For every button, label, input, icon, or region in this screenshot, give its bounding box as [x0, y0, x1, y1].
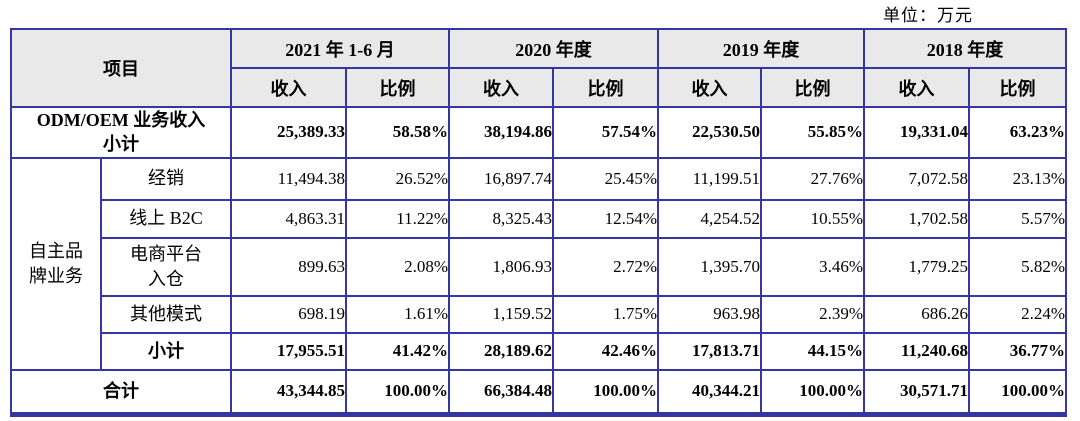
platform-warehouse-ratio-2019: 3.46%: [760, 236, 865, 297]
odm-ratio-2018: 63.23%: [968, 106, 1067, 159]
revenue-breakdown-table: 项目 2021 年 1-6 月 2020 年度 2019 年度 2018 年度 …: [10, 28, 1067, 418]
online-b2c-revenue-2018: 1,702.58: [863, 198, 970, 239]
platform-warehouse-revenue-2019: 1,395.70: [657, 236, 762, 297]
distribution-revenue-2021h1: 11,494.38: [230, 156, 347, 201]
revenue-header-2019: 收入: [657, 67, 762, 108]
grand-total-label: 合计: [10, 368, 232, 416]
other-modes-revenue-2020: 1,159.52: [448, 294, 554, 334]
other-modes-ratio-2018: 2.24%: [968, 294, 1067, 334]
other-modes-revenue-2021h1: 698.19: [230, 294, 347, 334]
online-b2c-ratio-2019: 10.55%: [760, 198, 865, 239]
period-header-2020: 2020 年度: [448, 28, 659, 69]
header-row-periods: 项目 2021 年 1-6 月 2020 年度 2019 年度 2018 年度: [10, 28, 1067, 108]
platform-warehouse-row-label: 电商平台 入仓: [100, 236, 232, 297]
own-brand-distribution-row: 自主品 牌业务 经销 11,494.38 26.52% 16,897.74 25…: [10, 156, 1067, 371]
total-revenue-2021h1: 43,344.85: [230, 368, 347, 416]
revenue-header-2020: 收入: [448, 67, 554, 108]
total-revenue-2018: 30,571.71: [863, 368, 970, 416]
other-modes-ratio-2019: 2.39%: [760, 294, 865, 334]
platform-warehouse-ratio-2018: 5.82%: [968, 236, 1067, 297]
distribution-revenue-2019: 11,199.51: [657, 156, 762, 201]
distribution-revenue-2018: 7,072.58: [863, 156, 970, 201]
odm-ratio-2020: 57.54%: [552, 106, 659, 159]
own-brand-subtotal-revenue-2021h1: 17,955.51: [230, 331, 347, 371]
other-modes-row-label: 其他模式: [100, 294, 232, 334]
period-header-2018: 2018 年度: [863, 28, 1067, 69]
period-header-2021h1: 2021 年 1-6 月: [230, 28, 450, 69]
odm-revenue-2021h1: 25,389.33: [230, 106, 347, 159]
odm-oem-row-label: ODM/OEM 业务收入 小计: [10, 106, 232, 159]
other-modes-revenue-2018: 686.26: [863, 294, 970, 334]
own-brand-platform-warehouse-row: 电商平台 入仓 899.63 2.08% 1,806.93 2.72% 1,39…: [11, 236, 1067, 297]
online-b2c-row-label: 线上 B2C: [100, 198, 232, 239]
platform-warehouse-revenue-2018: 1,779.25: [863, 236, 970, 297]
odm-ratio-2021h1: 58.58%: [345, 106, 450, 159]
own-brand-subtotal-ratio-2018: 36.77%: [968, 331, 1067, 371]
own-brand-subtotal-label: 小计: [100, 331, 232, 371]
ratio-header-2018: 比例: [968, 67, 1067, 108]
platform-warehouse-ratio-2020: 2.72%: [552, 236, 659, 297]
other-modes-ratio-2021h1: 1.61%: [345, 294, 450, 334]
distribution-revenue-2020: 16,897.74: [448, 156, 554, 201]
online-b2c-ratio-2020: 12.54%: [552, 198, 659, 239]
grand-total-row: 合计 43,344.85 100.00% 66,384.48 100.00% 4…: [10, 368, 1067, 416]
own-brand-subtotal-row: 小计 17,955.51 41.42% 28,189.62 42.46% 17,…: [11, 331, 1067, 371]
online-b2c-revenue-2019: 4,254.52: [657, 198, 762, 239]
own-brand-other-modes-row: 其他模式 698.19 1.61% 1,159.52 1.75% 963.98 …: [11, 294, 1067, 334]
total-ratio-2018: 100.00%: [968, 368, 1067, 416]
own-brand-online-b2c-row: 线上 B2C 4,863.31 11.22% 8,325.43 12.54% 4…: [11, 198, 1067, 239]
unit-label: 单位：万元: [883, 6, 973, 25]
total-ratio-2021h1: 100.00%: [345, 368, 450, 416]
online-b2c-ratio-2018: 5.57%: [968, 198, 1067, 239]
revenue-header-2021h1: 收入: [230, 67, 347, 108]
platform-warehouse-ratio-2021h1: 2.08%: [345, 236, 450, 297]
online-b2c-ratio-2021h1: 11.22%: [345, 198, 450, 239]
odm-revenue-2019: 22,530.50: [657, 106, 762, 159]
own-brand-subtotal-revenue-2019: 17,813.71: [657, 331, 762, 371]
own-brand-subtotal-revenue-2020: 28,189.62: [448, 331, 554, 371]
distribution-ratio-2019: 27.76%: [760, 156, 865, 201]
item-column-header: 项目: [10, 28, 232, 108]
platform-warehouse-revenue-2020: 1,806.93: [448, 236, 554, 297]
own-brand-subtotal-revenue-2018: 11,240.68: [863, 331, 970, 371]
total-revenue-2019: 40,344.21: [657, 368, 762, 416]
own-brand-subtotal-ratio-2021h1: 41.42%: [345, 331, 450, 371]
revenue-header-2018: 收入: [863, 67, 970, 108]
odm-revenue-2018: 19,331.04: [863, 106, 970, 159]
online-b2c-revenue-2021h1: 4,863.31: [230, 198, 347, 239]
own-brand-subtotal-ratio-2019: 44.15%: [760, 331, 865, 371]
other-modes-ratio-2020: 1.75%: [552, 294, 659, 334]
other-modes-revenue-2019: 963.98: [657, 294, 762, 334]
own-brand-subtotal-ratio-2020: 42.46%: [552, 331, 659, 371]
ratio-header-2019: 比例: [760, 67, 865, 108]
distribution-ratio-2020: 25.45%: [552, 156, 659, 201]
odm-oem-subtotal-row: ODM/OEM 业务收入 小计 25,389.33 58.58% 38,194.…: [10, 106, 1067, 159]
period-header-2019: 2019 年度: [657, 28, 865, 69]
platform-warehouse-revenue-2021h1: 899.63: [230, 236, 347, 297]
total-ratio-2019: 100.00%: [760, 368, 865, 416]
distribution-ratio-2018: 23.13%: [968, 156, 1067, 201]
odm-revenue-2020: 38,194.86: [448, 106, 554, 159]
online-b2c-revenue-2020: 8,325.43: [448, 198, 554, 239]
ratio-header-2021h1: 比例: [345, 67, 450, 108]
ratio-header-2020: 比例: [552, 67, 659, 108]
distribution-ratio-2021h1: 26.52%: [345, 156, 450, 201]
odm-ratio-2019: 55.85%: [760, 106, 865, 159]
total-revenue-2020: 66,384.48: [448, 368, 554, 416]
total-ratio-2020: 100.00%: [552, 368, 659, 416]
header-row-measures: 收入 比例 收入 比例 收入 比例 收入 比例: [11, 67, 1067, 108]
own-brand-group-label: 自主品 牌业务: [10, 156, 102, 371]
distribution-row-label: 经销: [100, 156, 232, 201]
